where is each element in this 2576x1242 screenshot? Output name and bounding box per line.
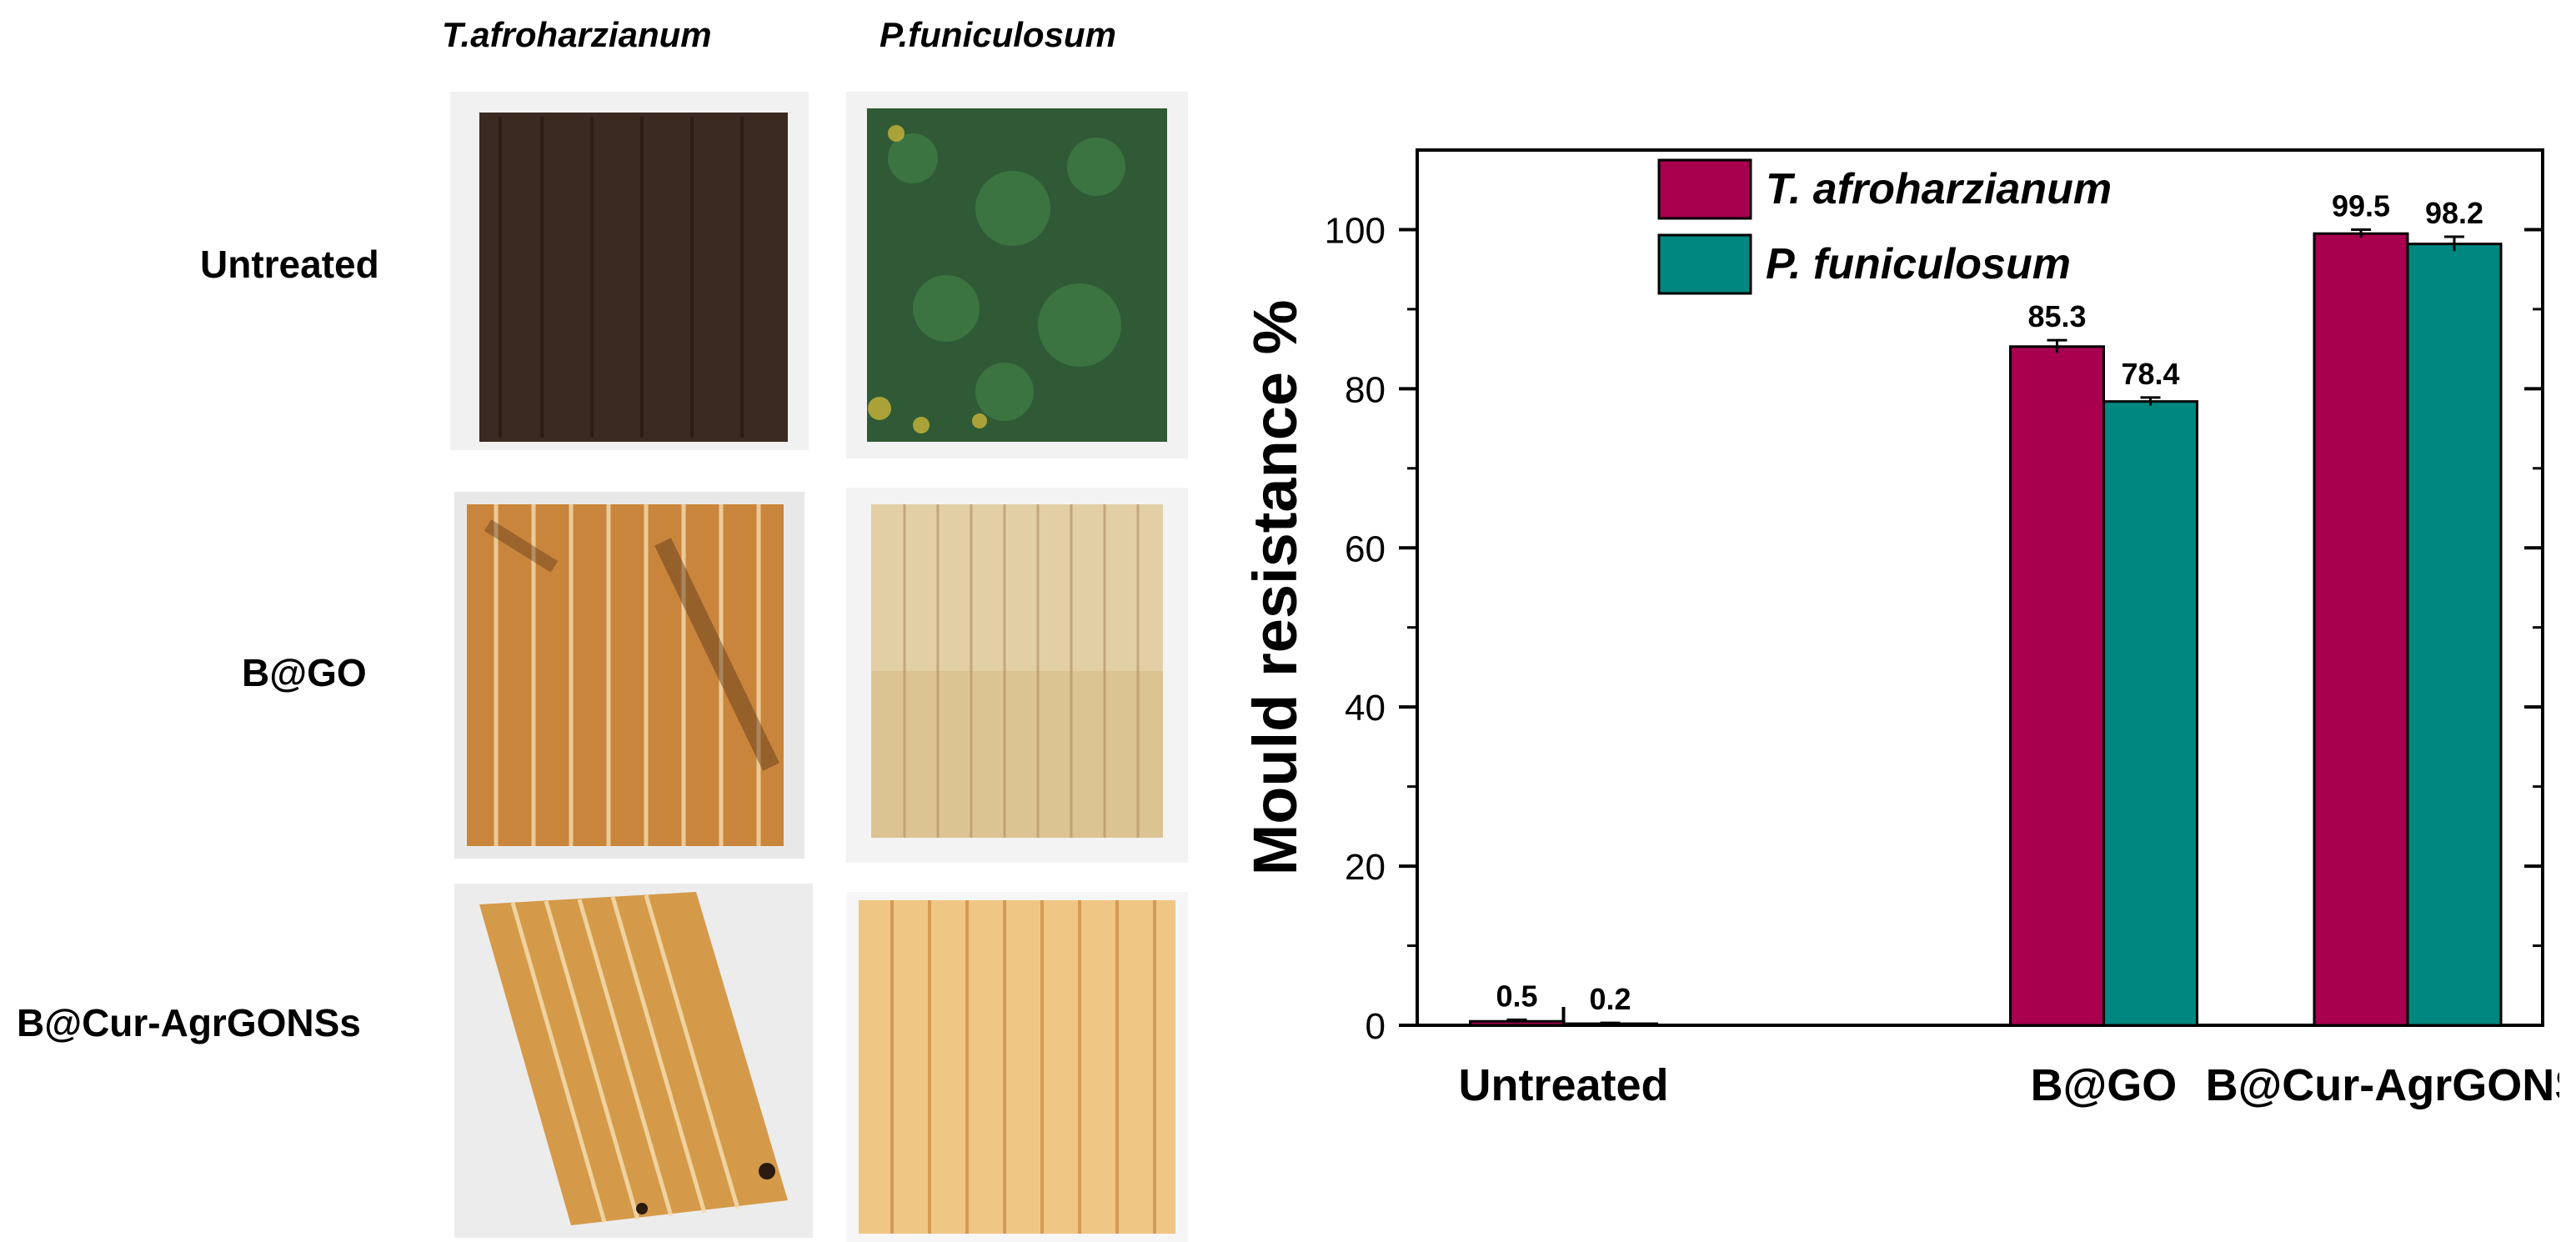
photo-bgo-p-funiculosum — [846, 488, 1188, 863]
photo-bgo-t-afroharzianum — [454, 492, 804, 859]
data-label: 0.5 — [1496, 979, 1537, 1013]
legend-swatch — [1657, 158, 1752, 220]
bar-t-afroharzianum — [2009, 345, 2105, 1027]
column-header-t-afroharzianum: T.afroharzianum — [442, 15, 712, 54]
photo-bcur-p-funiculosum — [846, 892, 1188, 1242]
y-tick-label: 40 — [1345, 688, 1386, 729]
data-label: 0.2 — [1589, 982, 1631, 1016]
y-tick-label: 20 — [1345, 847, 1386, 888]
data-label: 78.4 — [2121, 357, 2179, 391]
legend-swatch — [1657, 233, 1752, 295]
photo-untreated-t-afroharzianum — [450, 92, 809, 450]
bar-p-funiculosum — [2406, 243, 2503, 1027]
row-label-bcur: B@Cur-AgrGONSs — [17, 1001, 361, 1044]
photo-bcur-t-afroharzianum — [454, 884, 813, 1238]
x-tick-label: Untreated — [1458, 1060, 1668, 1110]
data-label: 98.2 — [2425, 196, 2483, 230]
row-label-bgo: B@GO — [242, 651, 367, 694]
y-tick-label: 100 — [1325, 210, 1386, 251]
legend-label: P. funiculosum — [1766, 240, 2071, 288]
photo-untreated-p-funiculosum — [846, 92, 1188, 458]
y-tick-label: 0 — [1366, 1006, 1386, 1047]
bar-chart: 0 20 40 60 80 100 Mould resistance % Untreated 0… — [1240, 148, 2559, 1110]
y-tick-label: 80 — [1345, 369, 1386, 410]
column-header-p-funiculosum: P.funiculosum — [880, 15, 1116, 54]
y-axis-label: Mould resistance % — [1240, 300, 1310, 876]
x-tick-label: B@GO — [2031, 1060, 2178, 1110]
bar-p-funiculosum — [2102, 400, 2198, 1027]
bar-t-afroharzianum — [2313, 232, 2409, 1027]
plot-frame — [1416, 148, 2544, 1027]
legend-label: T. afroharzianum — [1766, 165, 2112, 213]
data-label: 85.3 — [2027, 299, 2086, 333]
x-tick-label: B@Cur-AgrGONSs — [2206, 1060, 2559, 1110]
data-label: 99.5 — [2332, 188, 2390, 223]
y-tick-label: 60 — [1345, 528, 1386, 569]
row-label-untreated: Untreated — [200, 243, 379, 286]
